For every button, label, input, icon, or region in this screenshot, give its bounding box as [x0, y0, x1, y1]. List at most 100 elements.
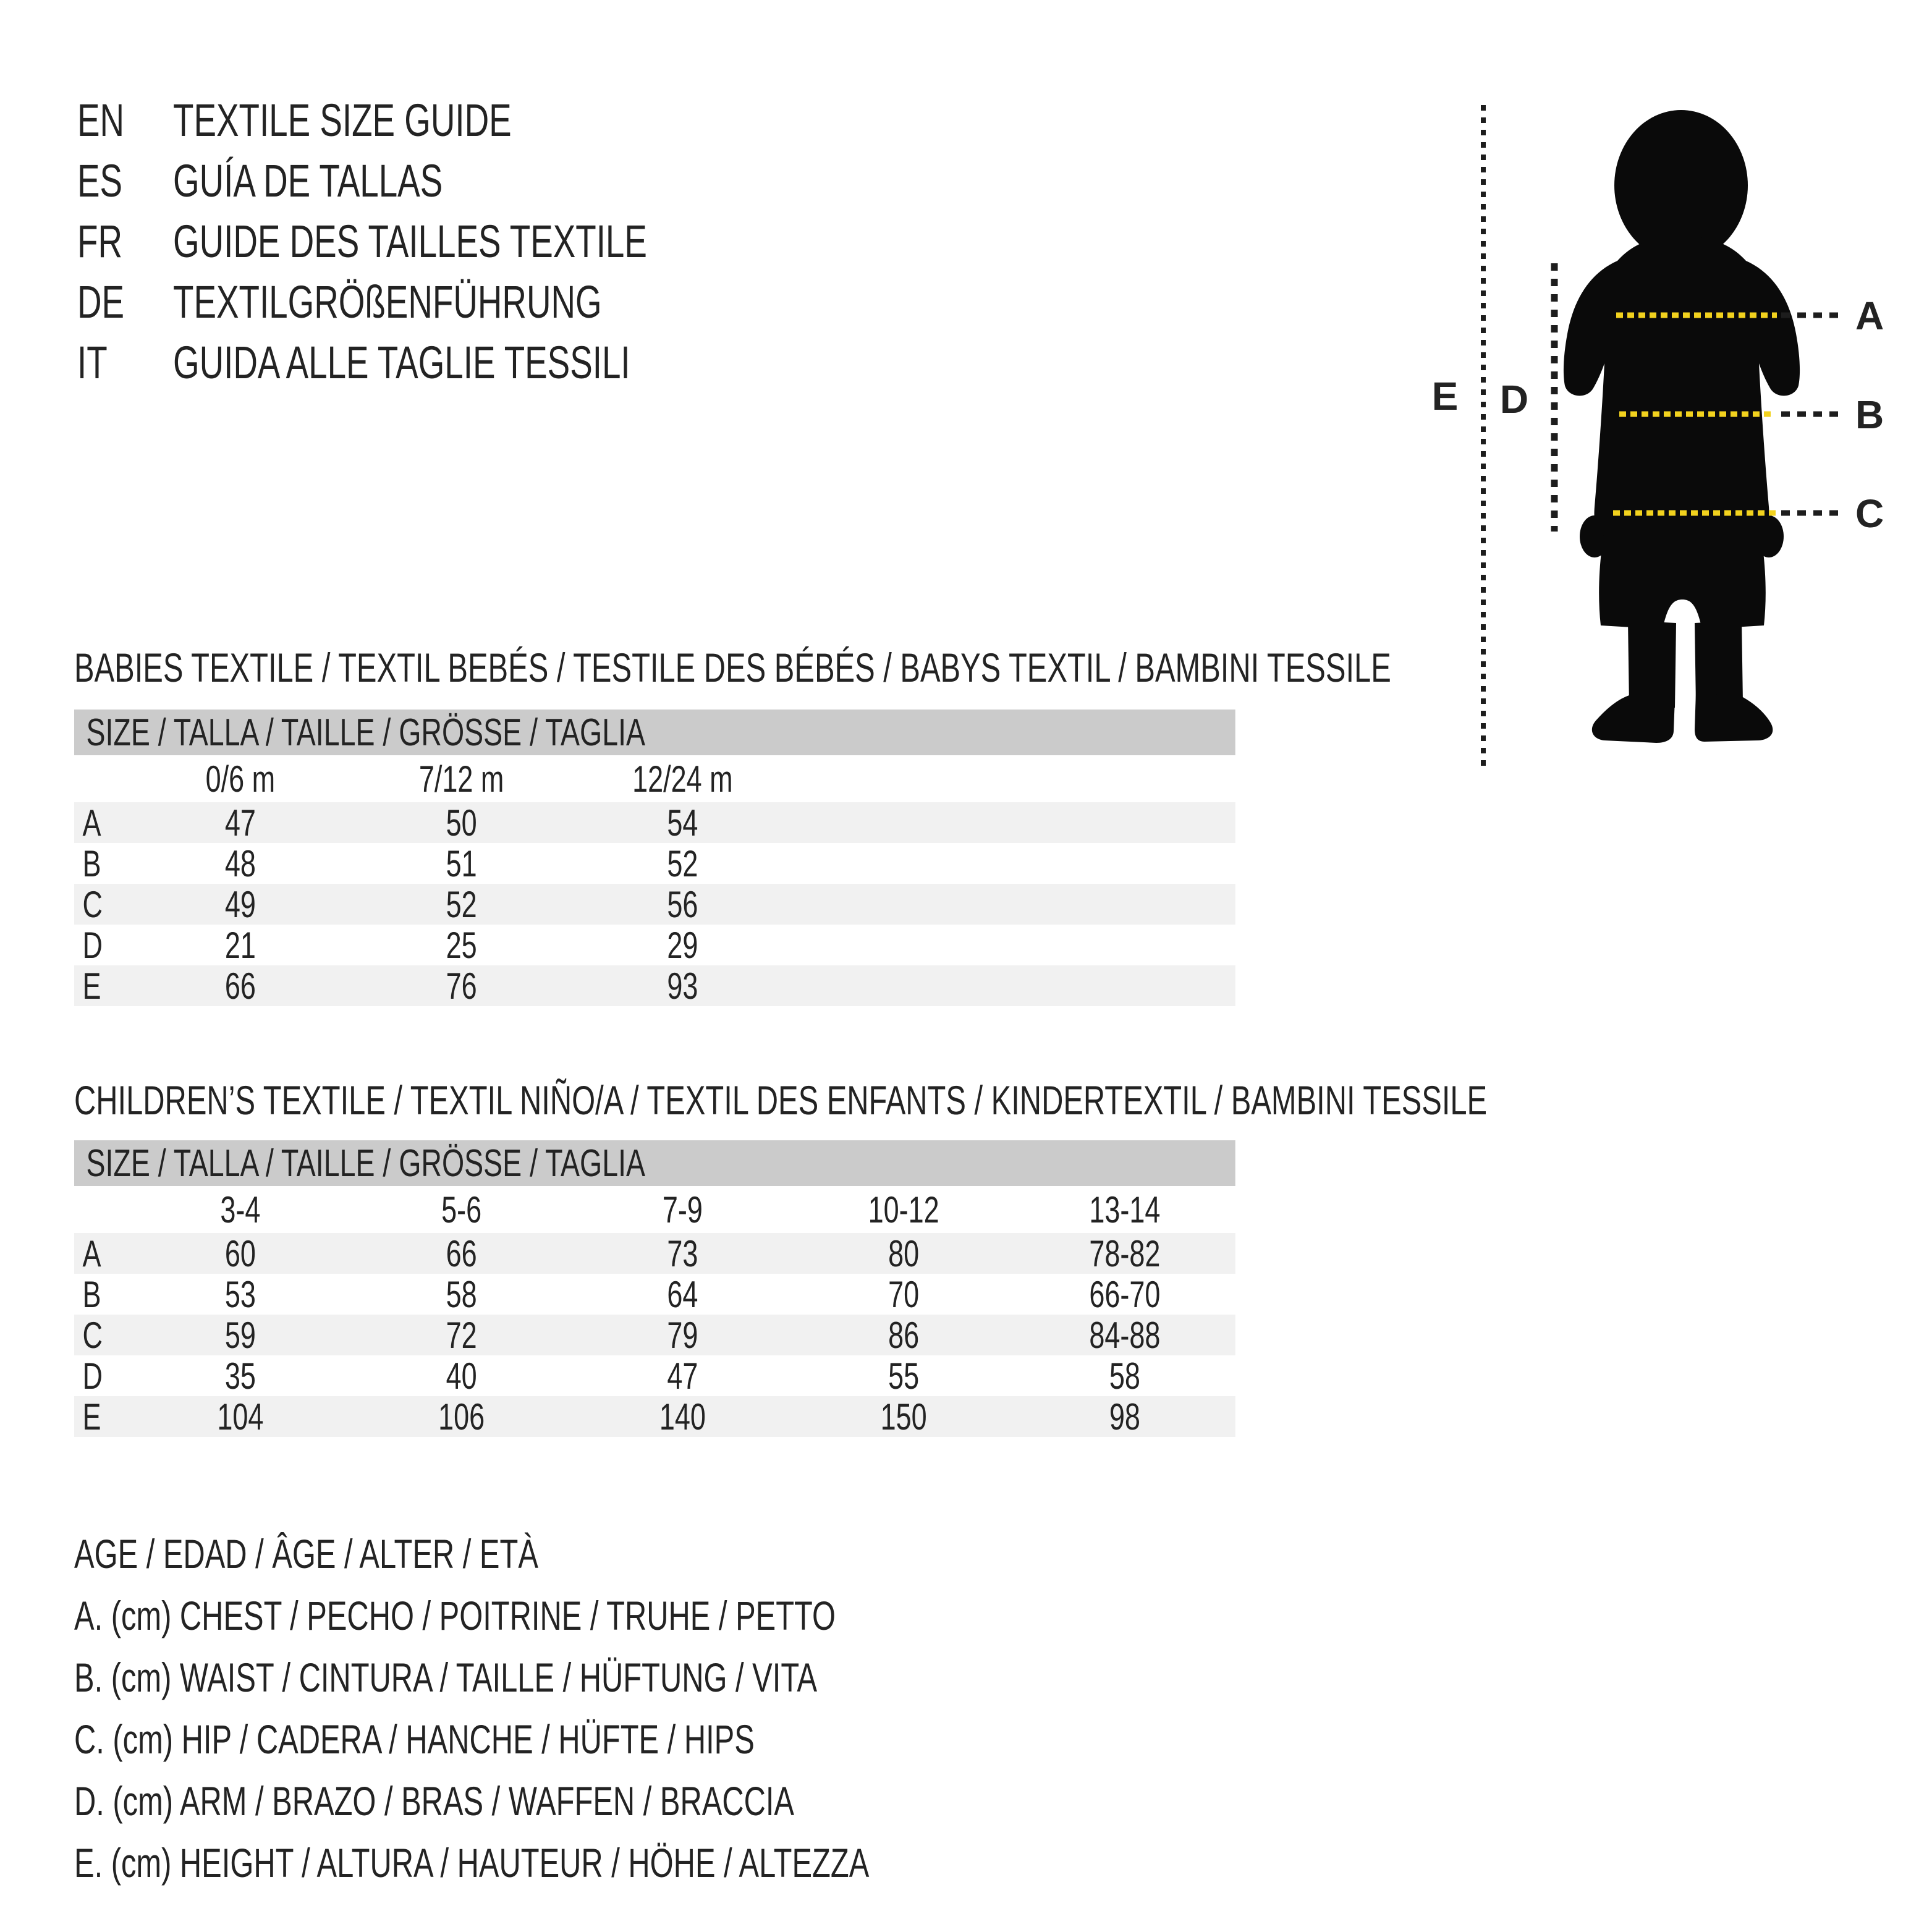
column-header: 3-4 — [220, 1188, 261, 1231]
table-cell: 21 — [224, 924, 256, 966]
column-header: 0/6 m — [205, 758, 276, 800]
table-cell: 106 — [438, 1396, 485, 1438]
column-header-row: 0/6 m 7/12 m 12/24 m — [74, 755, 1235, 802]
chest-label: A — [1855, 294, 1884, 338]
table-cell: 86 — [888, 1314, 920, 1356]
table-cell: 50 — [446, 802, 477, 844]
table-cell: 47 — [224, 802, 256, 844]
legend-arm: D. (cm) ARM / BRAZO / BRAS / WAFFEN / BR… — [74, 1778, 795, 1824]
row-label: A — [82, 1232, 101, 1274]
table-cell: 66-70 — [1089, 1273, 1161, 1315]
row-label: D — [82, 1355, 103, 1397]
table-cell: 78-82 — [1089, 1232, 1161, 1274]
row-label: C — [82, 883, 103, 925]
row-label: B — [82, 842, 101, 884]
table-cell: 51 — [446, 842, 477, 884]
measurement-figure: A B C D E — [1409, 74, 1932, 803]
height-label: E — [1432, 374, 1459, 418]
table-cell: 52 — [667, 842, 698, 884]
child-silhouette — [1563, 110, 1800, 743]
table-cell: 25 — [446, 924, 477, 966]
children-section-heading: CHILDREN’S TEXTILE / TEXTIL NIÑO/A / TEX… — [74, 1077, 1488, 1123]
language-title: GUÍA DE TALLAS — [173, 155, 443, 206]
table-cell: 60 — [224, 1232, 256, 1274]
table-row: A 47 50 54 — [74, 802, 1235, 844]
column-header: 10-12 — [868, 1188, 939, 1231]
table-cell: 73 — [667, 1232, 698, 1274]
legend-waist: B. (cm) WAIST / CINTURA / TAILLE / HÜFTU… — [74, 1654, 818, 1700]
arm-label: D — [1500, 377, 1528, 422]
row-label: A — [82, 802, 101, 844]
legend-height: E. (cm) HEIGHT / ALTURA / HAUTEUR / HÖHE… — [74, 1840, 870, 1886]
table-cell: 70 — [888, 1273, 920, 1315]
table-cell: 58 — [446, 1273, 477, 1315]
table-cell: 80 — [888, 1232, 920, 1274]
size-header-bar: SIZE / TALLA / TAILLE / GRÖSSE / TAGLIA — [74, 1140, 1235, 1186]
legend-hip: C. (cm) HIP / CADERA / HANCHE / HÜFTE / … — [74, 1716, 755, 1762]
table-cell: 55 — [888, 1355, 920, 1397]
table-cell: 47 — [667, 1355, 698, 1397]
table-row: B 48 51 52 — [74, 843, 1235, 884]
table-cell: 72 — [446, 1314, 477, 1356]
table-row: C 59 72 79 86 84-88 — [74, 1314, 1235, 1356]
table-cell: 84-88 — [1089, 1314, 1161, 1356]
table-cell: 140 — [659, 1396, 706, 1438]
table-row: C 49 52 56 — [74, 884, 1235, 925]
column-header: 12/24 m — [632, 758, 733, 800]
child-silhouette-diagram: A B C D E — [1432, 105, 1884, 769]
language-code: IT — [77, 337, 108, 388]
table-cell: 64 — [667, 1273, 698, 1315]
table-cell: 52 — [446, 883, 477, 925]
language-title: GUIDA ALLE TAGLIE TESSILI — [173, 337, 630, 388]
table-cell: 58 — [1109, 1355, 1140, 1397]
legend-age: AGE / EDAD / ÂGE / ALTER / ETÀ — [74, 1531, 538, 1577]
children-size-table: SIZE / TALLA / TAILLE / GRÖSSE / TAGLIA … — [74, 1140, 1235, 1438]
table-cell: 66 — [224, 965, 256, 1007]
table-row: E 104 106 140 150 98 — [74, 1396, 1235, 1438]
column-header-row: 3-4 5-6 7-9 10-12 13-14 — [74, 1186, 1235, 1233]
language-code: DE — [77, 276, 125, 328]
table-cell: 56 — [667, 883, 698, 925]
language-code: ES — [77, 155, 123, 206]
table-row: D 21 25 29 — [74, 924, 1235, 966]
table-cell: 54 — [667, 802, 698, 844]
row-label: B — [82, 1273, 101, 1315]
table-row: D 35 40 47 55 58 — [74, 1355, 1235, 1397]
table-cell: 48 — [224, 842, 256, 884]
legend-chest: A. (cm) CHEST / PECHO / POITRINE / TRUHE… — [74, 1593, 836, 1638]
table-cell: 150 — [880, 1396, 927, 1438]
table-cell: 29 — [667, 924, 698, 966]
column-header: 13-14 — [1089, 1188, 1161, 1231]
size-header-bar: SIZE / TALLA / TAILLE / GRÖSSE / TAGLIA — [74, 710, 1235, 755]
language-title: GUIDE DES TAILLES TEXTILE — [173, 216, 647, 267]
row-label: C — [82, 1314, 103, 1356]
babies-size-table: SIZE / TALLA / TAILLE / GRÖSSE / TAGLIA … — [74, 710, 1235, 1007]
column-header: 5-6 — [441, 1188, 482, 1231]
table-row: A 60 66 73 80 78-82 — [74, 1233, 1235, 1274]
table-cell: 40 — [446, 1355, 477, 1397]
size-header-label: SIZE / TALLA / TAILLE / GRÖSSE / TAGLIA — [86, 711, 646, 754]
table-cell: 98 — [1109, 1396, 1140, 1438]
table-cell: 49 — [224, 883, 256, 925]
table-cell: 93 — [667, 965, 698, 1007]
table-cell: 104 — [217, 1396, 264, 1438]
column-header: 7-9 — [662, 1188, 703, 1231]
table-cell: 79 — [667, 1314, 698, 1356]
row-label: E — [82, 1396, 101, 1438]
babies-section-heading: BABIES TEXTILE / TEXTIL BEBÉS / TESTILE … — [74, 645, 1391, 690]
language-title: TEXTILE SIZE GUIDE — [173, 95, 512, 146]
column-header: 7/12 m — [418, 758, 504, 800]
hip-label: C — [1855, 491, 1884, 536]
table-cell: 66 — [446, 1232, 477, 1274]
size-header-label: SIZE / TALLA / TAILLE / GRÖSSE / TAGLIA — [86, 1142, 646, 1185]
table-cell: 53 — [224, 1273, 256, 1315]
table-row: E 66 76 93 — [74, 965, 1235, 1007]
table-row: B 53 58 64 70 66-70 — [74, 1274, 1235, 1315]
row-label: D — [82, 924, 103, 966]
table-cell: 76 — [446, 965, 477, 1007]
language-code: FR — [77, 216, 123, 267]
language-code: EN — [77, 95, 125, 146]
language-title: TEXTILGRÖßENFÜHRUNG — [173, 276, 602, 328]
row-label: E — [82, 965, 101, 1007]
